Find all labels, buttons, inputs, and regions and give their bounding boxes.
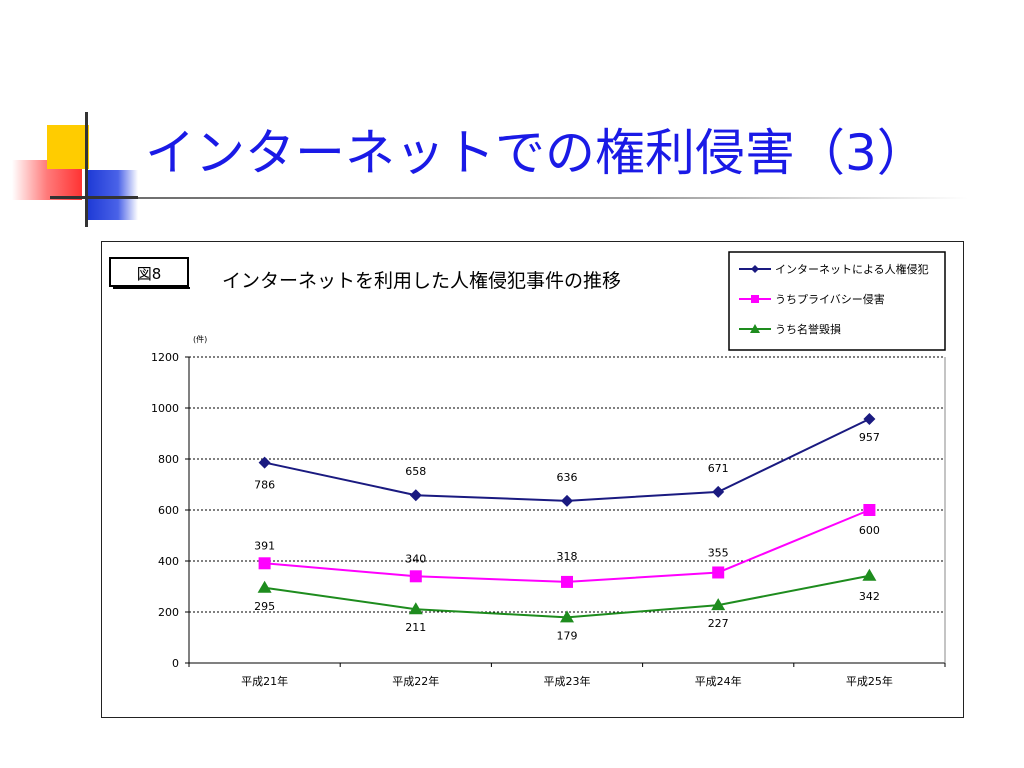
data-label: 295 xyxy=(254,600,275,613)
data-label: 340 xyxy=(405,552,426,565)
decor-horizontal-line xyxy=(50,196,138,199)
y-tick-label: 200 xyxy=(158,606,179,619)
legend-marker xyxy=(751,295,759,303)
x-tick-label: 平成22年 xyxy=(392,674,439,688)
y-tick-label: 800 xyxy=(158,453,179,466)
title-underline xyxy=(138,197,968,199)
data-point xyxy=(712,485,725,498)
legend-label: インターネットによる人権侵犯 xyxy=(775,262,929,276)
series-line xyxy=(264,509,870,583)
data-label: 227 xyxy=(708,617,729,630)
data-label: 671 xyxy=(708,462,729,475)
data-label: 658 xyxy=(405,465,426,478)
data-label: 636 xyxy=(557,471,578,484)
figure-label-box xyxy=(109,257,189,287)
data-point xyxy=(712,566,725,579)
y-tick-label: 1200 xyxy=(151,351,179,364)
data-point xyxy=(561,494,573,507)
x-tick-label: 平成25年 xyxy=(846,674,893,688)
y-tick-label: 400 xyxy=(158,555,179,568)
legend-marker xyxy=(750,324,760,333)
x-tick-label: 平成23年 xyxy=(544,674,591,688)
data-point xyxy=(258,456,271,469)
y-tick-label: 600 xyxy=(158,504,179,517)
data-label: 179 xyxy=(557,629,578,642)
data-point xyxy=(258,557,271,570)
figure-label: 図8 xyxy=(137,265,162,283)
data-point xyxy=(863,504,876,516)
data-label: 600 xyxy=(859,524,880,537)
y-tick-label: 1000 xyxy=(151,402,179,415)
slide-title: インターネットでの権利侵害（3） xyxy=(145,124,927,182)
y-tick-label: 0 xyxy=(172,657,179,670)
chart-frame: 図8 インターネットを利用した人権侵犯事件の推移 (件) 0 200 400 600 800 1… xyxy=(101,241,964,718)
decor-blue-square xyxy=(88,170,138,220)
data-point xyxy=(561,575,573,588)
data-point xyxy=(560,610,574,623)
chart-title: インターネットを利用した人権侵犯事件の推移 xyxy=(222,270,621,292)
decor-yellow-square xyxy=(47,125,89,169)
data-point xyxy=(711,598,726,611)
legend-label: うち名誉毀損 xyxy=(775,322,841,336)
data-label: 957 xyxy=(859,431,880,444)
data-point xyxy=(408,602,423,615)
data-label: 318 xyxy=(557,550,578,563)
legend-marker xyxy=(751,265,759,273)
series-line xyxy=(264,418,870,502)
data-label: 391 xyxy=(254,539,275,552)
data-point xyxy=(409,570,422,583)
data-point xyxy=(862,568,877,581)
data-label: 355 xyxy=(708,546,729,559)
decor-vertical-line xyxy=(85,112,88,227)
data-point xyxy=(257,580,272,593)
line-chart: 図8 インターネットを利用した人権侵犯事件の推移 (件) 0 200 400 600 800 1… xyxy=(109,251,946,688)
data-point xyxy=(409,489,422,502)
x-tick-label: 平成24年 xyxy=(695,674,742,688)
legend-label: うちプライバシー侵害 xyxy=(775,292,885,306)
data-label: 786 xyxy=(254,479,275,492)
data-label: 211 xyxy=(405,621,426,634)
x-tick-label: 平成21年 xyxy=(241,674,288,688)
data-label: 342 xyxy=(859,590,880,603)
unit-label: (件) xyxy=(193,334,207,344)
data-point xyxy=(863,412,876,425)
